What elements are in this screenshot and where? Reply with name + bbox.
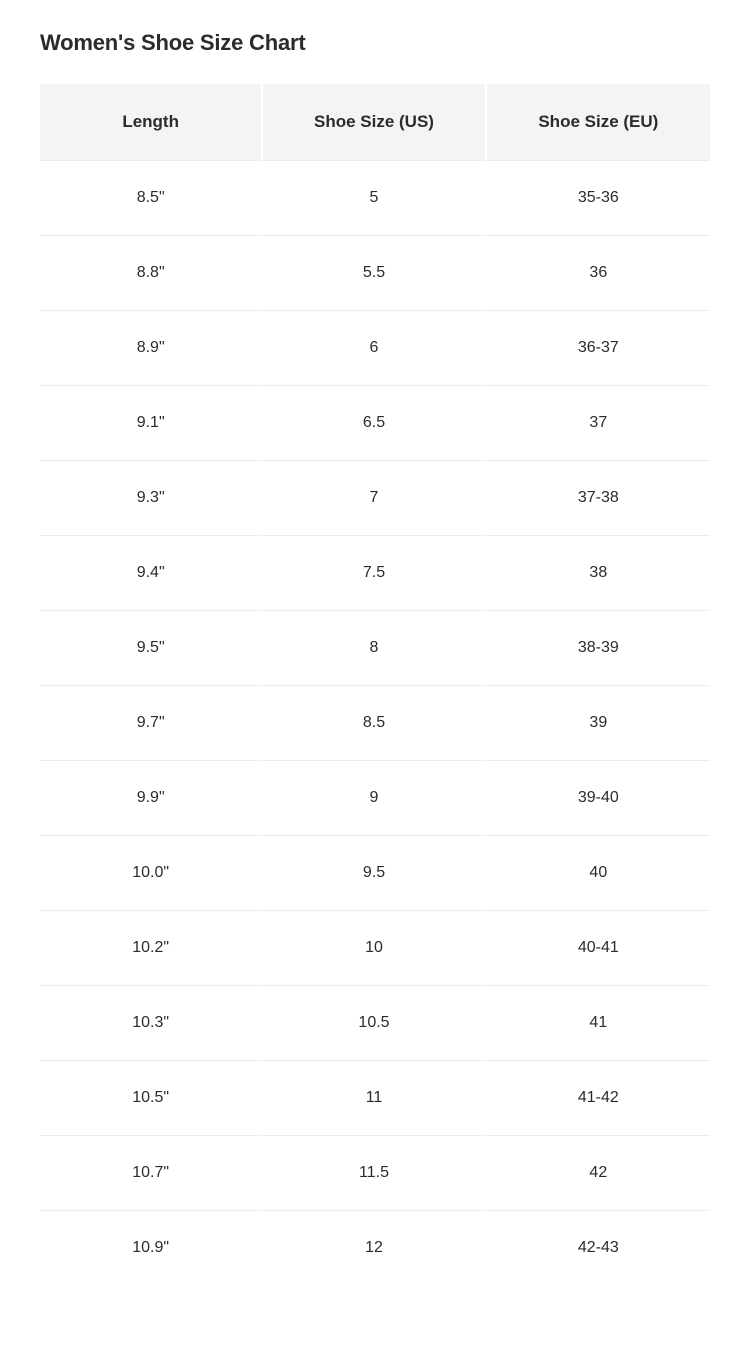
table-row: 9.5"838-39 xyxy=(40,610,710,685)
table-row: 9.1"6.537 xyxy=(40,385,710,460)
table-row: 10.7"11.542 xyxy=(40,1135,710,1210)
table-cell: 41-42 xyxy=(487,1060,710,1135)
table-cell: 9.7" xyxy=(40,685,263,760)
table-cell: 6.5 xyxy=(263,385,486,460)
table-cell: 39-40 xyxy=(487,760,710,835)
table-row: 10.2"1040-41 xyxy=(40,910,710,985)
table-cell: 9 xyxy=(263,760,486,835)
table-cell: 8 xyxy=(263,610,486,685)
table-cell: 36-37 xyxy=(487,310,710,385)
table-cell: 8.8" xyxy=(40,235,263,310)
size-chart-table: Length Shoe Size (US) Shoe Size (EU) 8.5… xyxy=(40,84,710,1285)
table-cell: 7.5 xyxy=(263,535,486,610)
table-cell: 9.4" xyxy=(40,535,263,610)
table-row: 10.9"1242-43 xyxy=(40,1210,710,1285)
table-cell: 8.9" xyxy=(40,310,263,385)
table-cell: 10.5" xyxy=(40,1060,263,1135)
table-row: 8.8"5.536 xyxy=(40,235,710,310)
table-cell: 10.7" xyxy=(40,1135,263,1210)
column-header-length: Length xyxy=(40,84,263,160)
table-body: 8.5"535-368.8"5.5368.9"636-379.1"6.5379.… xyxy=(40,160,710,1285)
table-header-row: Length Shoe Size (US) Shoe Size (EU) xyxy=(40,84,710,160)
table-row: 9.9"939-40 xyxy=(40,760,710,835)
table-cell: 42-43 xyxy=(487,1210,710,1285)
table-cell: 9.5 xyxy=(263,835,486,910)
table-row: 9.7"8.539 xyxy=(40,685,710,760)
table-row: 9.4"7.538 xyxy=(40,535,710,610)
table-cell: 10.0" xyxy=(40,835,263,910)
table-cell: 9.5" xyxy=(40,610,263,685)
table-cell: 8.5" xyxy=(40,160,263,235)
table-cell: 35-36 xyxy=(487,160,710,235)
table-cell: 5 xyxy=(263,160,486,235)
table-cell: 37 xyxy=(487,385,710,460)
table-cell: 42 xyxy=(487,1135,710,1210)
column-header-eu: Shoe Size (EU) xyxy=(487,84,710,160)
table-row: 10.0"9.540 xyxy=(40,835,710,910)
table-row: 8.9"636-37 xyxy=(40,310,710,385)
table-cell: 10.9" xyxy=(40,1210,263,1285)
table-cell: 41 xyxy=(487,985,710,1060)
table-cell: 6 xyxy=(263,310,486,385)
table-cell: 38 xyxy=(487,535,710,610)
table-cell: 10.2" xyxy=(40,910,263,985)
table-cell: 40-41 xyxy=(487,910,710,985)
table-cell: 12 xyxy=(263,1210,486,1285)
table-cell: 9.1" xyxy=(40,385,263,460)
table-cell: 39 xyxy=(487,685,710,760)
table-cell: 7 xyxy=(263,460,486,535)
table-cell: 10 xyxy=(263,910,486,985)
table-cell: 10.3" xyxy=(40,985,263,1060)
page-title: Women's Shoe Size Chart xyxy=(40,30,710,56)
table-cell: 37-38 xyxy=(487,460,710,535)
table-row: 10.3"10.541 xyxy=(40,985,710,1060)
column-header-us: Shoe Size (US) xyxy=(263,84,486,160)
table-cell: 8.5 xyxy=(263,685,486,760)
table-cell: 36 xyxy=(487,235,710,310)
table-cell: 11 xyxy=(263,1060,486,1135)
table-row: 10.5"1141-42 xyxy=(40,1060,710,1135)
table-row: 8.5"535-36 xyxy=(40,160,710,235)
table-row: 9.3"737-38 xyxy=(40,460,710,535)
table-cell: 10.5 xyxy=(263,985,486,1060)
table-cell: 40 xyxy=(487,835,710,910)
table-cell: 38-39 xyxy=(487,610,710,685)
table-cell: 9.9" xyxy=(40,760,263,835)
table-cell: 5.5 xyxy=(263,235,486,310)
table-cell: 11.5 xyxy=(263,1135,486,1210)
table-cell: 9.3" xyxy=(40,460,263,535)
